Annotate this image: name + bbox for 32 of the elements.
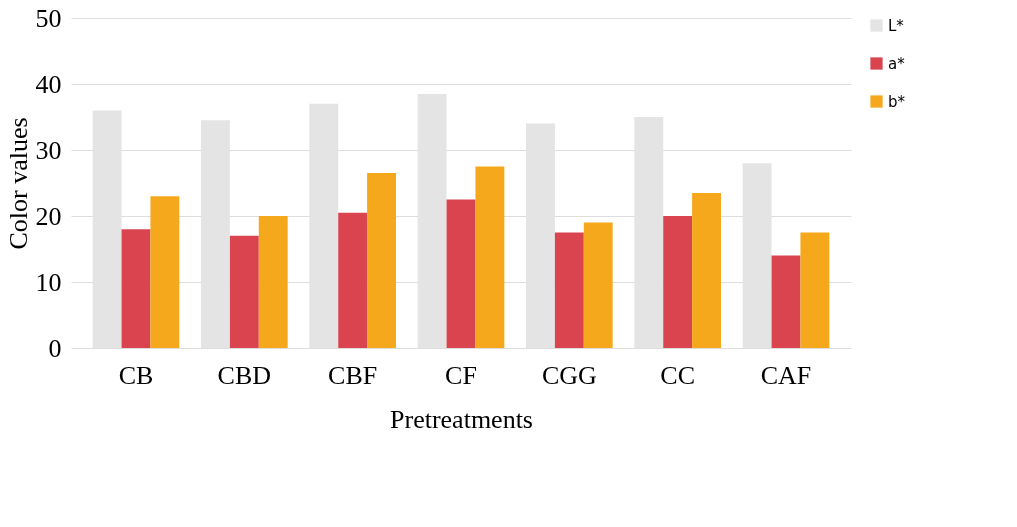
y-tick-label: 40 <box>35 69 62 99</box>
bar <box>258 216 288 348</box>
y-axis-title: Color values <box>3 117 33 250</box>
x-tick-label: CB <box>118 360 154 390</box>
bar <box>367 173 396 348</box>
x-tick-label: CBF <box>328 360 378 390</box>
x-axis-title: Pretreatments <box>390 404 533 434</box>
bar <box>121 229 151 348</box>
bar <box>338 212 368 348</box>
legend-label: b* <box>888 92 906 111</box>
y-tick-label: 10 <box>35 267 62 297</box>
bar <box>446 199 476 348</box>
x-tick-label: CAF <box>760 360 812 390</box>
x-tick-label: CC <box>660 360 696 390</box>
bar <box>150 196 180 348</box>
legend-label: L* <box>888 16 905 35</box>
y-tick-label: 30 <box>35 135 62 165</box>
x-tick-label: CGG <box>541 360 597 390</box>
bar <box>583 222 613 348</box>
bar <box>692 192 721 348</box>
bar <box>771 255 801 348</box>
bar <box>663 216 693 348</box>
y-tick-label: 0 <box>48 333 62 363</box>
bar <box>475 166 505 348</box>
legend-label: a* <box>888 54 906 73</box>
y-tick-label: 20 <box>35 201 62 231</box>
bar <box>800 232 830 348</box>
x-tick-label: CF <box>445 360 477 390</box>
x-tick-label: CBD <box>217 360 272 390</box>
bar <box>554 232 584 348</box>
bar <box>229 235 259 348</box>
y-tick-label: 50 <box>35 3 62 33</box>
